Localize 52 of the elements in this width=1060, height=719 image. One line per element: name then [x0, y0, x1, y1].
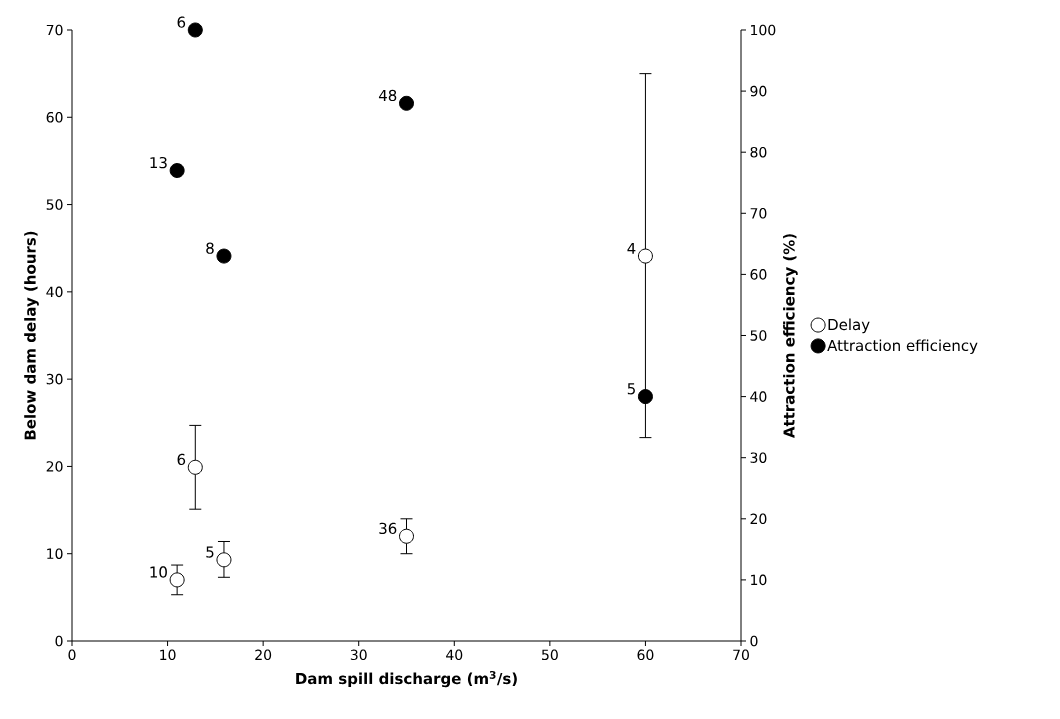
x-axis-title: Dam spill discharge (m$^{3}$/s): [296, 670, 517, 688]
x-tick-label: 60: [637, 649, 654, 661]
point: [216, 248, 232, 264]
y2-tick-label: 30: [750, 452, 767, 463]
point: [169, 163, 185, 179]
y2-tick-label: 0: [750, 635, 758, 647]
x-tick-label: 40: [446, 649, 463, 661]
point: [637, 248, 653, 264]
x-tick-label: 10: [160, 649, 176, 661]
annotation: 48: [378, 89, 397, 102]
point: [399, 95, 414, 111]
x-tick-label: 30: [350, 649, 367, 661]
annotation: 6: [177, 453, 186, 466]
y2-tick-label: 70: [750, 208, 767, 219]
annotation: 13: [150, 156, 167, 169]
x-tick-label: 0: [68, 649, 76, 661]
annotation: 4: [627, 242, 636, 254]
annotation: 5: [206, 546, 214, 558]
y2-tick-label: 100: [751, 24, 776, 36]
annotation: 10: [150, 566, 167, 578]
point: [637, 389, 653, 405]
annotation: 6: [177, 16, 186, 28]
y-tick-label: 50: [46, 199, 63, 210]
y2-tick-label: 20: [750, 513, 767, 525]
y-tick-label: 0: [55, 635, 63, 647]
point: [187, 22, 203, 38]
point: [169, 572, 185, 588]
y-tick-label: 10: [47, 548, 63, 560]
x-tick-label: 70: [733, 649, 749, 661]
y-tick-label: 30: [46, 373, 63, 385]
y2-tick-label: 90: [750, 85, 767, 97]
y2-tick-label: 80: [750, 146, 767, 158]
y-tick-label: 70: [46, 24, 63, 36]
annotation: 36: [379, 522, 397, 535]
legend-label: Delay: [828, 318, 870, 334]
y2-axis-title: Attraction efficiency (%): [783, 234, 798, 439]
y2-tick-label: 10: [751, 574, 767, 586]
y2-tick-label: 40: [750, 391, 767, 402]
y-tick-label: 60: [46, 111, 63, 123]
point: [216, 552, 232, 568]
point: [399, 528, 414, 544]
y2-tick-label: 60: [750, 269, 767, 280]
point: [187, 459, 203, 475]
y-tick-label: 40: [46, 286, 63, 298]
y-tick-label: 20: [46, 461, 63, 472]
annotation: 5: [627, 383, 635, 395]
y2-tick-label: 50: [750, 330, 767, 341]
x-tick-label: 20: [255, 649, 272, 661]
legend-label: Attraction efficiency: [827, 339, 978, 355]
y-axis-title: Below dam delay (hours): [24, 231, 39, 440]
x-tick-label: 50: [542, 649, 558, 661]
annotation: 8: [206, 242, 214, 254]
